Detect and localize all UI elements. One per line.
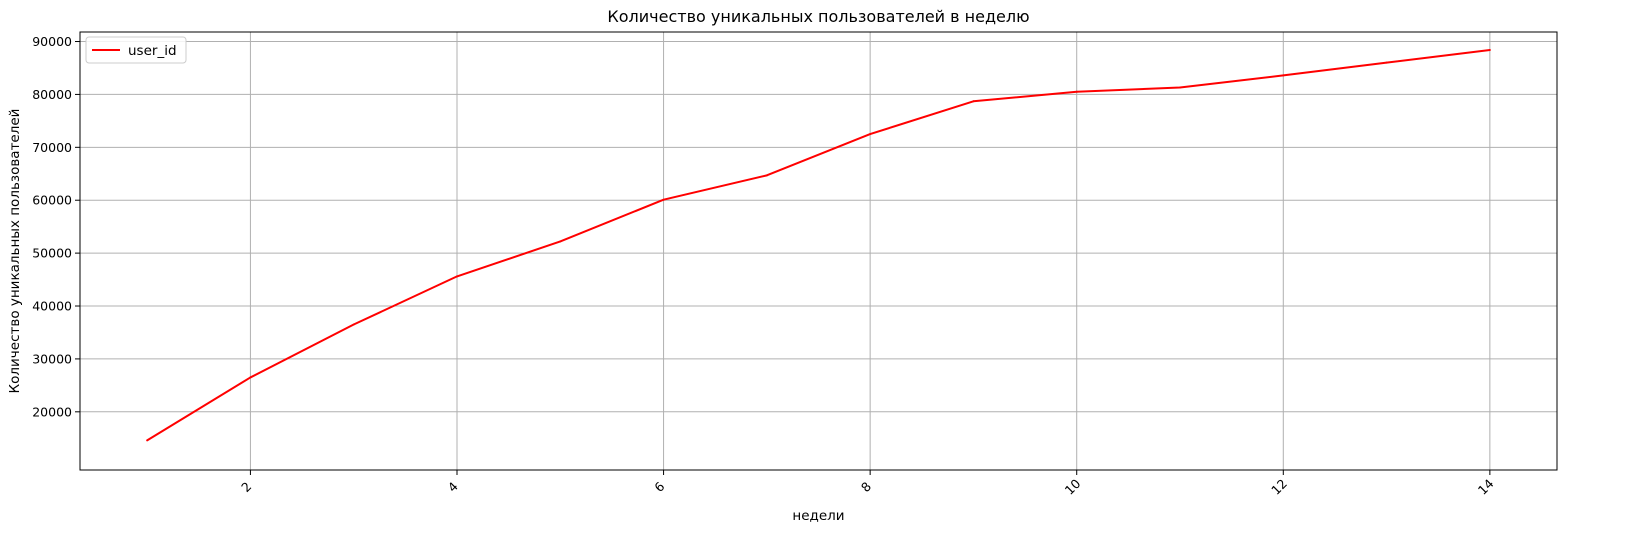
data-point <box>455 275 458 278</box>
grid-lines <box>80 32 1557 470</box>
data-point <box>146 439 149 442</box>
data-point <box>352 323 355 326</box>
y-tick-label: 30000 <box>32 351 72 366</box>
data-point <box>559 240 562 243</box>
data-point <box>1282 74 1285 77</box>
data-point <box>1075 90 1078 93</box>
legend-label: user_id <box>128 43 177 59</box>
y-tick-label: 50000 <box>32 246 72 261</box>
series-line-user_id <box>146 48 1490 442</box>
chart-title: Количество уникальных пользователей в не… <box>607 7 1029 26</box>
legend-box <box>85 36 187 64</box>
y-axis-label: Количество уникальных пользователей <box>7 109 23 394</box>
y-tick-label: 80000 <box>32 87 72 102</box>
data-point <box>765 174 768 177</box>
data-point <box>1179 86 1182 89</box>
axes-frame <box>79 31 1558 471</box>
y-tick-label: 70000 <box>32 140 72 155</box>
data-point <box>1385 61 1388 64</box>
y-tick-label: 20000 <box>32 404 72 419</box>
y-axis: 20000 30000 40000 50000 60000 70000 80000 90000 <box>32 34 80 419</box>
data-point <box>869 133 872 136</box>
data-point <box>972 100 975 103</box>
data-point <box>1488 48 1491 51</box>
data-point <box>662 198 665 201</box>
legend: user_id <box>85 36 187 64</box>
y-tick-label: 90000 <box>32 34 72 49</box>
x-axis-label: недели <box>792 508 844 524</box>
y-tick-label: 40000 <box>32 299 72 314</box>
data-point <box>249 376 252 379</box>
y-tick-label: 60000 <box>32 193 72 208</box>
series-layer <box>146 48 1491 442</box>
